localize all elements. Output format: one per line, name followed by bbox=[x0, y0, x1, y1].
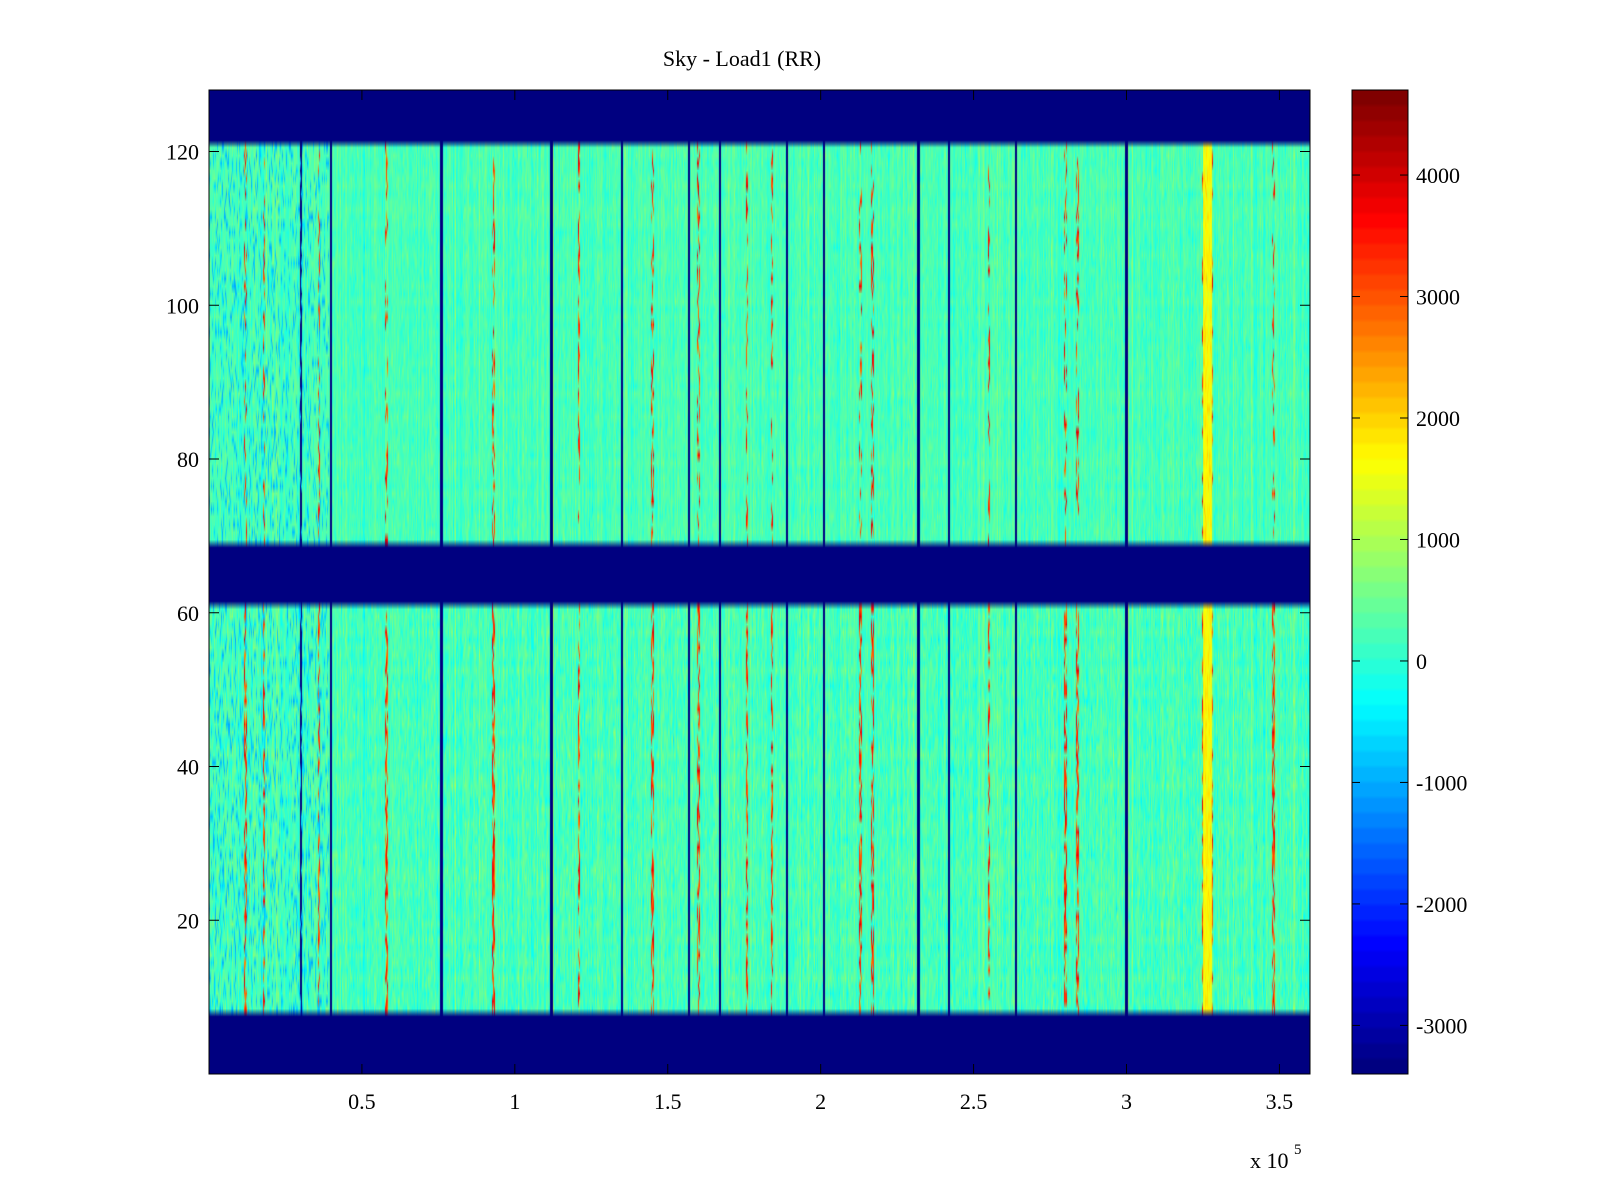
colorbar-tick-label: 2000 bbox=[1416, 406, 1460, 431]
colorbar-ticks: -3000 -2000 -1000 0 1000 2000 3000 4000 bbox=[1352, 163, 1467, 1038]
y-tick-label: 80 bbox=[177, 447, 199, 472]
y-tick-label: 20 bbox=[177, 908, 199, 933]
colorbar-tick-label: 4000 bbox=[1416, 163, 1460, 188]
x-tick-label: 1.5 bbox=[654, 1089, 682, 1114]
x-tick-label: 1 bbox=[509, 1089, 520, 1114]
colorbar-tick-label: 3000 bbox=[1416, 285, 1460, 310]
colorbar-tick-label: -2000 bbox=[1416, 892, 1467, 917]
colorbar-frame bbox=[1351, 89, 1409, 1075]
colorbar-tick-label: -3000 bbox=[1416, 1013, 1467, 1038]
colorbar-tick-label: -1000 bbox=[1416, 770, 1467, 795]
y-tick-label: 120 bbox=[166, 140, 199, 165]
y-tick-label: 100 bbox=[166, 293, 199, 318]
x-tick-label: 0.5 bbox=[348, 1089, 376, 1114]
plot-frame bbox=[208, 89, 1311, 1075]
y-axis: 20 40 60 80 100 120 bbox=[166, 140, 1310, 933]
y-tick-label: 40 bbox=[177, 755, 199, 780]
y-tick-label: 60 bbox=[177, 601, 199, 626]
colorbar: -3000 -2000 -1000 0 1000 2000 3000 4000 bbox=[1351, 89, 1467, 1075]
x-multiplier-base: x 10 bbox=[1250, 1148, 1289, 1173]
chart-title: Sky - Load1 (RR) bbox=[663, 46, 821, 71]
x-tick-label: 2.5 bbox=[960, 1089, 988, 1114]
heatmap-plot-area bbox=[208, 89, 1311, 1075]
colorbar-tick-label: 0 bbox=[1416, 649, 1427, 674]
x-multiplier-exponent: 5 bbox=[1294, 1142, 1302, 1158]
x-tick-label: 3.5 bbox=[1266, 1089, 1294, 1114]
colorbar-gradient bbox=[1352, 90, 1408, 1074]
heatmap-image bbox=[209, 90, 1310, 1074]
colorbar-tick-label: 1000 bbox=[1416, 527, 1460, 552]
x-axis: 0.5 1 1.5 2 2.5 3 3.5 bbox=[348, 90, 1293, 1114]
x-tick-label: 2 bbox=[815, 1089, 826, 1114]
x-tick-label: 3 bbox=[1121, 1089, 1132, 1114]
x-axis-multiplier: x 10 5 bbox=[1250, 1142, 1302, 1173]
